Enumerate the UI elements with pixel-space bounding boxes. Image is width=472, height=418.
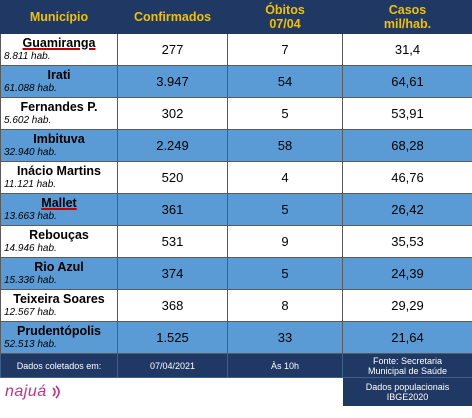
municipio-cell: Fernandes P. 5.602 hab. [0, 97, 118, 130]
municipio-name: Imbituva [33, 132, 85, 146]
table-row: Mallet 13.663 hab. 361 5 26,42 [0, 193, 472, 226]
municipio-name: Prudentópolis [16, 324, 102, 338]
municipio-name: Inácio Martins [16, 164, 102, 178]
obitos-cell: 8 [227, 289, 343, 322]
municipio-population: 61.088 hab. [4, 83, 57, 94]
municipio-population: 14.946 hab. [4, 243, 57, 254]
confirmados-cell: 368 [117, 289, 228, 322]
logo-cell: najuá [0, 377, 343, 406]
confirmados-cell: 277 [117, 33, 228, 66]
broadcast-icon [52, 384, 60, 399]
obitos-cell: 7 [227, 33, 343, 66]
obitos-cell: 4 [227, 161, 343, 194]
source-note: Fonte: Secretaria Municipal de Saúde [342, 353, 472, 378]
obitos-cell: 54 [227, 65, 343, 98]
municipio-name: Teixeira Soares [13, 292, 105, 306]
obitos-cell: 33 [227, 321, 343, 354]
footer-row: Dados coletados em: 07/04/2021 Às 10h Fo… [0, 353, 472, 378]
municipio-cell: Inácio Martins 11.121 hab. [0, 161, 118, 194]
collection-time: Às 10h [227, 353, 343, 378]
municipio-cell: Irati 61.088 hab. [0, 65, 118, 98]
header-municipio: Município [0, 0, 118, 34]
casos-cell: 53,91 [342, 97, 472, 130]
obitos-cell: 5 [227, 193, 343, 226]
confirmados-cell: 3.947 [117, 65, 228, 98]
casos-cell: 21,64 [342, 321, 472, 354]
header-confirmados: Confirmados [117, 0, 228, 34]
logo-text: najuá [5, 382, 47, 400]
header-row: Município Confirmados Óbitos 07/04 Casos m… [0, 0, 472, 34]
table-row: Imbituva 32.940 hab. 2.249 58 68,28 [0, 129, 472, 162]
table-row: Rebouças 14.946 hab. 531 9 35,53 [0, 225, 472, 258]
header-casos: Casos mil/hab. [342, 0, 472, 34]
municipio-name: Mallet [41, 196, 77, 210]
casos-cell: 31,4 [342, 33, 472, 66]
header-obitos: Óbitos 07/04 [227, 0, 343, 34]
casos-cell: 68,28 [342, 129, 472, 162]
covid-data-table: Município Confirmados Óbitos 07/04 Casos m… [0, 0, 472, 406]
municipio-name: Rio Azul [34, 260, 84, 274]
municipio-cell: Prudentópolis 52.513 hab. [0, 321, 118, 354]
dados-coletados-label: Dados coletados em: [0, 353, 118, 378]
casos-cell: 35,53 [342, 225, 472, 258]
obitos-cell: 9 [227, 225, 343, 258]
obitos-cell: 58 [227, 129, 343, 162]
table-row: Fernandes P. 5.602 hab. 302 5 53,91 [0, 97, 472, 130]
population-source-note: Dados populacionais IBGE2020 [342, 377, 472, 406]
municipio-population: 8.811 hab. [4, 51, 51, 62]
collection-date: 07/04/2021 [117, 353, 228, 378]
confirmados-cell: 1.525 [117, 321, 228, 354]
municipio-cell: Rio Azul 15.336 hab. [0, 257, 118, 290]
confirmados-cell: 374 [117, 257, 228, 290]
table-row: Rio Azul 15.336 hab. 374 5 24,39 [0, 257, 472, 290]
table-row: Prudentópolis 52.513 hab. 1.525 33 21,64 [0, 321, 472, 354]
casos-cell: 24,39 [342, 257, 472, 290]
confirmados-cell: 302 [117, 97, 228, 130]
municipio-name: Rebouças [29, 228, 89, 242]
obitos-cell: 5 [227, 257, 343, 290]
municipio-cell: Mallet 13.663 hab. [0, 193, 118, 226]
municipio-population: 52.513 hab. [4, 339, 57, 350]
municipio-population: 15.336 hab. [4, 275, 57, 286]
municipio-cell: Teixeira Soares 12.567 hab. [0, 289, 118, 322]
municipio-population: 11.121 hab. [4, 179, 57, 190]
table-row: Inácio Martins 11.121 hab. 520 4 46,76 [0, 161, 472, 194]
municipio-cell: Rebouças 14.946 hab. [0, 225, 118, 258]
municipio-population: 32.940 hab. [4, 147, 57, 158]
municipio-name: Irati [47, 68, 71, 82]
confirmados-cell: 531 [117, 225, 228, 258]
confirmados-cell: 520 [117, 161, 228, 194]
table-row: Irati 61.088 hab. 3.947 54 64,61 [0, 65, 472, 98]
casos-cell: 29,29 [342, 289, 472, 322]
table-row: Teixeira Soares 12.567 hab. 368 8 29,29 [0, 289, 472, 322]
casos-cell: 46,76 [342, 161, 472, 194]
obitos-cell: 5 [227, 97, 343, 130]
table-row: Guamiranga 8.811 hab. 277 7 31,4 [0, 33, 472, 66]
municipio-cell: Guamiranga 8.811 hab. [0, 33, 118, 66]
casos-cell: 26,42 [342, 193, 472, 226]
confirmados-cell: 361 [117, 193, 228, 226]
municipio-cell: Imbituva 32.940 hab. [0, 129, 118, 162]
casos-cell: 64,61 [342, 65, 472, 98]
municipio-name: Guamiranga [22, 36, 96, 50]
municipio-population: 12.567 hab. [4, 307, 57, 318]
municipio-population: 13.663 hab. [4, 211, 57, 222]
confirmados-cell: 2.249 [117, 129, 228, 162]
municipio-name: Fernandes P. [20, 100, 98, 114]
najua-logo: najuá [2, 379, 342, 405]
footer-row-logo: najuá Dados populacionais IBGE2020 [0, 377, 472, 406]
municipio-population: 5.602 hab. [4, 115, 52, 126]
